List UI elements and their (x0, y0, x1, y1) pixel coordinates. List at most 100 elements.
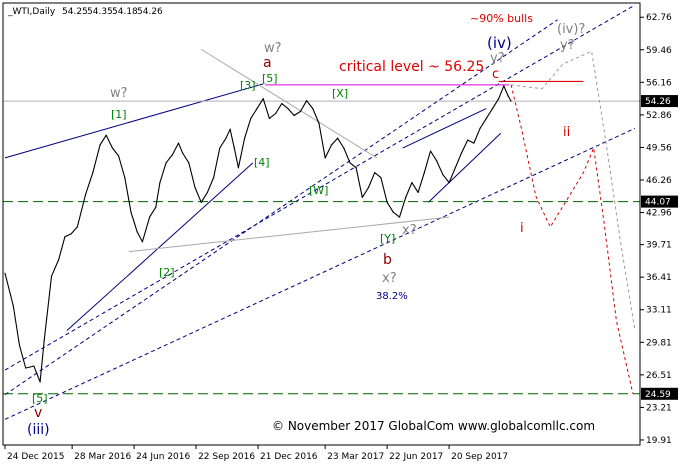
label-critical-level: critical level ~ 56.25 (339, 59, 484, 75)
price-point (50, 275, 53, 277)
y-tick-label: 23.21 (646, 403, 672, 413)
price-point (442, 174, 444, 176)
price-point (64, 236, 66, 238)
price-point (380, 177, 382, 179)
price-point (386, 201, 388, 203)
price-point (4, 272, 6, 274)
price-point (141, 241, 143, 243)
label-i: i (520, 221, 524, 236)
price-marker-box (641, 387, 678, 400)
price-point (118, 155, 120, 157)
x-tick-label: 22 Sep 2016 (198, 452, 255, 462)
header-ohlc-value: 54.26 (137, 7, 163, 17)
price-point (473, 142, 475, 144)
label-wave-4: [4] (254, 156, 270, 169)
price-point (454, 167, 456, 169)
projection-path-red (510, 84, 634, 394)
x-tick-label: 20 Sep 2017 (451, 452, 508, 462)
price-point (318, 122, 320, 124)
price-point (299, 110, 301, 113)
label-y-iv: y? (490, 51, 505, 66)
gray-diagonal-line (200, 48, 378, 159)
label-w-left: w? (110, 86, 128, 101)
label-iii: (iii) (27, 422, 50, 438)
price-point (305, 100, 308, 102)
price-point (405, 196, 407, 198)
price-point (39, 381, 41, 383)
price-point (111, 147, 114, 149)
price-point (355, 167, 357, 169)
price-point (361, 196, 363, 198)
price-point (233, 147, 235, 149)
price-point (99, 144, 101, 146)
label-y-question: y? (560, 38, 575, 53)
price-point (219, 147, 221, 149)
price-point (244, 137, 246, 139)
y-tick-label: 59.46 (646, 46, 672, 56)
price-point (182, 152, 184, 154)
label-wave-w: [W] (309, 184, 328, 197)
price-point (498, 98, 500, 100)
price-point (76, 226, 78, 228)
price-marker-box (641, 195, 678, 208)
price-point (312, 107, 314, 110)
price-point (70, 233, 72, 235)
price-point (92, 172, 94, 174)
label-wave-5-bottom: [5] (32, 392, 48, 405)
price-point (124, 177, 126, 179)
price-point (262, 98, 264, 100)
x-tick-label: 22 Jun 2017 (389, 452, 443, 462)
price-point (491, 107, 494, 110)
price-line (4, 85, 512, 383)
price-point (349, 162, 351, 164)
y-tick-label: 39.71 (646, 241, 672, 251)
label-wave-3: [3] (240, 79, 256, 92)
price-marker-label: 44.07 (645, 198, 671, 208)
price-point (324, 157, 326, 159)
label-x-lower: x? (382, 271, 397, 286)
price-point (510, 100, 512, 102)
price-point (330, 144, 332, 146)
label-ii: ii (563, 125, 570, 140)
price-point (336, 137, 339, 139)
price-point (12, 305, 14, 307)
price-point (374, 172, 376, 174)
projection-path-gray (511, 50, 636, 331)
header-ohlc-value: 54.18 (112, 7, 138, 17)
y-tick-label: 52.86 (646, 111, 672, 121)
price-point (398, 216, 401, 218)
y-tick-label: 42.96 (646, 209, 672, 219)
price-point (33, 365, 35, 367)
price-marker-label: 54.26 (645, 97, 671, 107)
price-point (229, 128, 231, 130)
price-point (392, 211, 394, 213)
price-point (436, 160, 438, 162)
label-v: v (34, 405, 42, 421)
price-point (213, 177, 215, 179)
price-point (130, 211, 132, 213)
price-point (423, 172, 425, 174)
y-tick-label: 26.51 (646, 371, 672, 381)
price-point (136, 231, 138, 233)
price-point (105, 134, 107, 136)
label-wave-1: [1] (111, 108, 127, 121)
x-tick-label: 24 Jun 2016 (136, 452, 190, 462)
label-iv: (iv) (487, 34, 512, 52)
header-ohlc-value: 54.35 (87, 7, 113, 17)
channel-line-lower (4, 127, 636, 420)
price-point (485, 117, 487, 120)
label-wave-y: [Y] (380, 232, 395, 245)
price-point (367, 186, 370, 189)
price-point (343, 147, 345, 149)
price-point (194, 186, 196, 189)
label-fib-38: 38.2% (376, 291, 408, 302)
price-point (237, 167, 240, 169)
price-point (293, 114, 295, 117)
price-point (148, 216, 151, 218)
price-point (429, 150, 432, 152)
price-point (467, 139, 469, 141)
x-tick-label: 28 Mar 2016 (74, 452, 131, 462)
price-marker-box (641, 95, 678, 108)
